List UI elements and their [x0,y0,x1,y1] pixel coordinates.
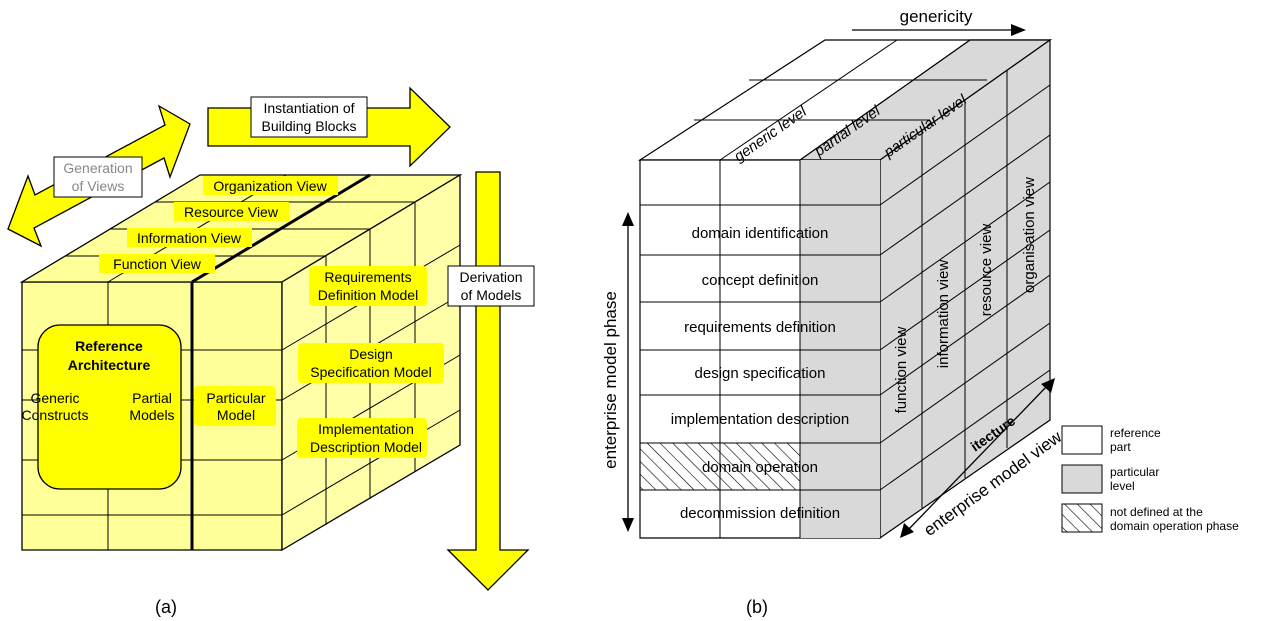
model-label-implementation-line2: Description Model [310,439,422,455]
cube-b-front-gray [800,160,880,538]
derivation-box [447,265,535,307]
panel-b: domain identification concept definition… [601,7,1239,617]
legend-swatch-particular [1061,464,1103,494]
legend-reference-line2: part [1110,440,1131,454]
view-label-resource: Resource View [184,204,279,220]
phase-axis-label: enterprise model phase [601,291,620,469]
view-label-organization: Organization View [213,178,327,194]
legend: reference part particular level not defi… [1061,425,1239,533]
model-label-design-line2: Specification Model [310,364,431,380]
model-label-bg-implementation [297,418,427,458]
generic-constructs-line2: Constructs [22,407,89,423]
view-arrowhead-bottom [900,523,914,538]
phase-domain-operation: domain operation [702,459,818,476]
model-label-requirements-line1: Requirements [324,269,411,285]
particular-model-bg [194,386,276,426]
derivation-line1: Derivation [459,269,522,285]
view-label-bg-function [99,254,215,273]
particular-model-line2: Model [217,407,255,423]
instantiation-box [250,96,368,138]
cube-b-top-grid [694,39,987,161]
reference-architecture-line2: Architecture [68,357,151,373]
legend-swatch-reference [1061,425,1103,455]
reference-architecture-line1: Reference [75,338,143,354]
caption-b: (b) [746,597,768,617]
phase-implementation-description: implementation description [671,411,849,428]
partial-models-line1: Partial [132,390,172,406]
model-label-implementation-line1: Implementation [318,421,414,437]
generation-box [53,156,143,198]
view-information: information view [935,260,952,369]
reference-architecture-box [37,324,182,490]
particular-model-line1: Particular [206,390,265,406]
phase-concept-definition: concept definition [702,272,819,289]
partial-models-line2: Models [129,407,174,423]
caption-a: (a) [155,597,177,617]
instantiation-line1: Instantiation of [263,100,354,116]
legend-reference-line1: reference [1110,426,1161,440]
view-arrow-line [907,384,1049,531]
view-resource: resource view [978,224,995,317]
view-label-bg-information [127,228,252,247]
cube-b-side-grid [879,70,1051,508]
phase-design-specification: design specification [695,365,826,382]
legend-undefined-line2: domain operation phase [1110,519,1239,533]
view-arrowhead-top [1041,378,1055,393]
view-label-function: Function View [113,256,202,272]
model-label-bg-requirements [309,266,427,306]
model-label-bg-design [298,343,444,383]
view-organisation: organisation view [1021,177,1038,293]
legend-swatch-undefined [1061,503,1103,533]
view-label-information: Information View [137,230,242,246]
genericity-label: genericity [900,7,973,26]
model-label-requirements-line2: Definition Model [318,287,418,303]
genericity-arrowhead [1011,24,1026,36]
derivation-line2: of Models [461,287,522,303]
phase-arrowhead-top [622,212,634,226]
view-function: function view [893,326,910,413]
instantiation-line2: Building Blocks [262,118,357,134]
phase-requirements-definition: requirements definition [684,319,836,336]
arrow-derivation [446,171,530,591]
panel-a: Instantiation of Building Blocks Generat… [7,86,535,617]
generation-line1: Generation [63,160,132,176]
phase-domain-identification: domain identification [692,225,829,242]
legend-particular-line1: particular [1110,465,1159,479]
generation-line2: of Views [72,178,125,194]
generic-constructs-line1: Generic [30,390,79,406]
phase-decommission-definition: decommission definition [680,505,840,522]
phase-arrowhead-bottom [622,518,634,532]
legend-undefined-line1: not defined at the [1110,505,1203,519]
view-label-bg-resource [174,202,289,221]
view-label-bg-organization [203,176,338,195]
model-label-design-line1: Design [349,346,393,362]
legend-particular-line2: level [1110,479,1135,493]
cube-b-front-grid [640,160,880,538]
